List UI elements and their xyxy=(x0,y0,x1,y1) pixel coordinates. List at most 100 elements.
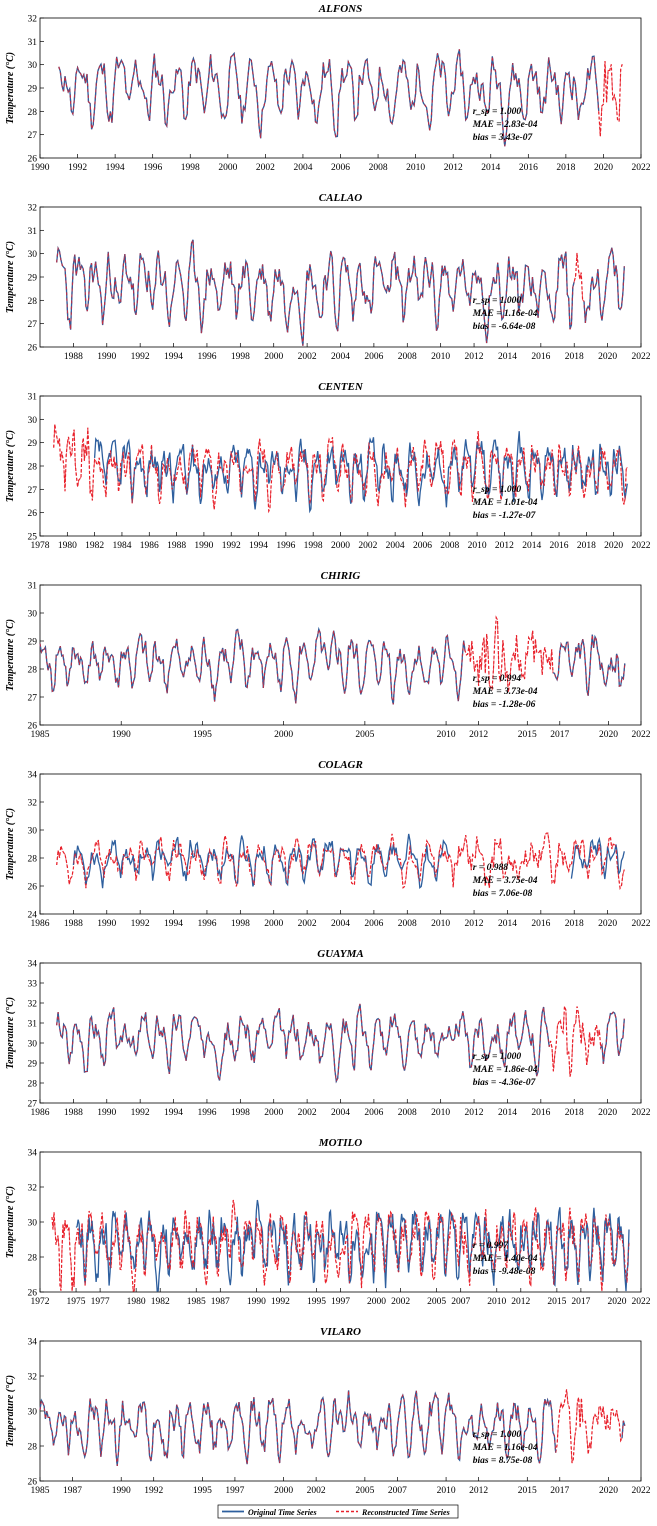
y-tick-label: 26 xyxy=(28,883,38,893)
x-tick-label: 2008 xyxy=(369,163,388,173)
x-tick-label: 1996 xyxy=(197,352,216,362)
y-tick-label: 29 xyxy=(28,439,38,449)
y-tick-label: 32 xyxy=(28,1000,38,1010)
y-tick-label: 30 xyxy=(28,1408,38,1418)
x-tick-label: 1992 xyxy=(131,352,150,362)
x-tick-label: 1995 xyxy=(193,730,212,740)
series-reconstructed-overlay xyxy=(39,615,626,705)
x-tick-label: 2020 xyxy=(598,352,617,362)
y-tick-label: 29 xyxy=(28,1060,38,1070)
y-tick-label: 32 xyxy=(28,799,38,809)
stat-annotation: r_sp = 1.000 xyxy=(473,107,522,117)
x-tick-label: 2020 xyxy=(598,919,617,929)
x-tick-label: 2014 xyxy=(498,352,517,362)
x-tick-label: 2018 xyxy=(577,541,596,551)
y-tick-label: 33 xyxy=(28,980,38,990)
y-axis-label: Temperature (°C) xyxy=(5,1375,16,1447)
x-tick-label: 2008 xyxy=(440,541,459,551)
panel-title: CHIRIG xyxy=(321,570,361,582)
x-tick-label: 1998 xyxy=(231,1108,250,1118)
y-tick-label: 31 xyxy=(28,227,38,237)
x-tick-label: 2010 xyxy=(437,730,456,740)
y-tick-label: 24 xyxy=(28,911,38,921)
x-tick-label: 2018 xyxy=(556,163,575,173)
panel-chirig: CHIRIG Temperature (°C) 26 27 28 29 30 31 1985 19… xyxy=(5,570,651,740)
stat-annotation: r = 0.997 xyxy=(473,1241,509,1251)
y-axis-label: Temperature (°C) xyxy=(5,997,16,1069)
x-tick-label: 1997 xyxy=(331,1297,350,1307)
x-tick-label: 1996 xyxy=(276,541,295,551)
y-tick-label: 26 xyxy=(28,344,38,354)
stat-annotation: MAE = 1.86e-04 xyxy=(472,1065,538,1075)
stat-annotation: MAE = 2.83e-04 xyxy=(472,120,538,130)
legend: Original Time Series Reconstructed Time S… xyxy=(217,1504,459,1519)
x-tick-label: 2017 xyxy=(550,730,569,740)
x-tick-label: 2022 xyxy=(632,1486,651,1496)
x-tick-label: 2016 xyxy=(531,919,550,929)
panel-title: CALLAO xyxy=(319,192,362,204)
y-tick-label: 32 xyxy=(28,15,38,25)
panel-centen: CENTEN Temperature (°C) 25 26 27 28 29 30 31 1978… xyxy=(5,381,651,551)
y-axis-label: Temperature (°C) xyxy=(5,241,16,313)
stat-annotation: r_sp = 1.000 xyxy=(473,485,522,495)
series-reconstructed-overlay xyxy=(53,424,628,513)
x-tick-label: 1988 xyxy=(64,1108,83,1118)
y-tick-label: 31 xyxy=(28,582,38,592)
x-tick-label: 2020 xyxy=(607,1297,626,1307)
y-tick-label: 27 xyxy=(28,1100,38,1110)
x-tick-label: 2007 xyxy=(388,1486,407,1496)
x-tick-label: 1986 xyxy=(31,1108,50,1118)
y-axis-label: Temperature (°C) xyxy=(5,808,16,880)
x-tick-label: 1996 xyxy=(197,919,216,929)
y-tick-label: 28 xyxy=(28,666,38,676)
y-tick-label: 28 xyxy=(28,855,38,865)
series-reconstructed xyxy=(58,49,623,147)
x-tick-label: 2012 xyxy=(465,352,484,362)
y-tick-label: 27 xyxy=(28,486,38,496)
x-tick-label: 2010 xyxy=(431,1108,450,1118)
x-tick-label: 1992 xyxy=(144,1486,163,1496)
x-tick-label: 2018 xyxy=(565,1108,584,1118)
x-tick-label: 2012 xyxy=(495,541,514,551)
x-tick-label: 1986 xyxy=(140,541,159,551)
stat-annotation: bias = -6.64e-08 xyxy=(473,322,536,332)
x-tick-label: 2002 xyxy=(256,163,275,173)
x-tick-label: 2010 xyxy=(406,163,425,173)
x-tick-label: 2012 xyxy=(469,1486,488,1496)
series-reconstructed-overlay xyxy=(56,832,625,890)
stat-annotation: MAE = 1.16e-04 xyxy=(472,1443,538,1453)
y-tick-label: 29 xyxy=(28,274,38,284)
x-tick-label: 2022 xyxy=(632,1297,651,1307)
x-tick-label: 2020 xyxy=(599,730,618,740)
x-tick-label: 2017 xyxy=(571,1297,590,1307)
x-tick-label: 2016 xyxy=(531,352,550,362)
legend-original-label: Original Time Series xyxy=(248,1508,317,1517)
x-tick-label: 2006 xyxy=(413,541,432,551)
x-tick-label: 2022 xyxy=(632,730,651,740)
x-tick-label: 1975 xyxy=(67,1297,86,1307)
x-tick-label: 2014 xyxy=(498,919,517,929)
x-tick-label: 2022 xyxy=(632,1108,651,1118)
x-tick-label: 2012 xyxy=(469,730,488,740)
y-tick-label: 30 xyxy=(28,61,38,71)
x-tick-label: 1990 xyxy=(112,730,131,740)
series-original xyxy=(56,239,625,346)
x-tick-label: 1994 xyxy=(164,1108,183,1118)
x-tick-label: 1992 xyxy=(222,541,241,551)
x-tick-label: 2012 xyxy=(465,1108,484,1118)
x-tick-label: 1992 xyxy=(131,1108,150,1118)
plot-frame xyxy=(39,584,642,726)
x-tick-label: 1988 xyxy=(64,352,83,362)
plot-frame xyxy=(39,962,642,1104)
series-reconstructed-overlay xyxy=(39,1389,626,1466)
stat-annotation: MAE = 1.40e-04 xyxy=(472,1254,538,1264)
x-tick-label: 2012 xyxy=(444,163,463,173)
x-tick-label: 1990 xyxy=(97,1108,116,1118)
x-tick-label: 2016 xyxy=(550,541,569,551)
x-tick-label: 2000 xyxy=(274,1486,293,1496)
x-tick-label: 2006 xyxy=(364,1108,383,1118)
x-tick-label: 1988 xyxy=(167,541,186,551)
x-tick-label: 2002 xyxy=(298,352,317,362)
x-tick-label: 2006 xyxy=(364,352,383,362)
x-tick-label: 1988 xyxy=(64,919,83,929)
